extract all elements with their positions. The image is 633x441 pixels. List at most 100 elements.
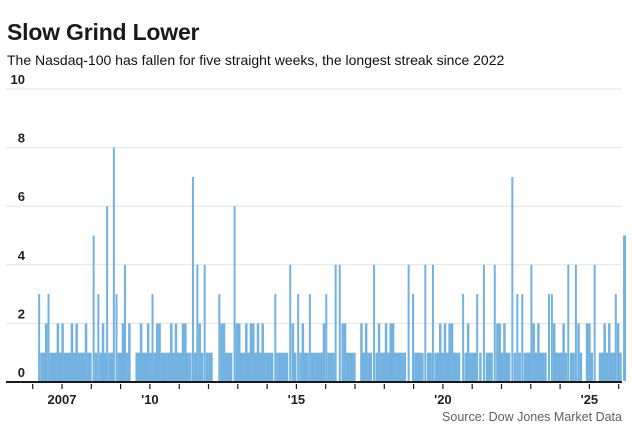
- bar: [507, 352, 511, 381]
- bar: [380, 352, 383, 381]
- bar: [516, 294, 519, 381]
- bar: [119, 352, 123, 381]
- bar: [511, 176, 514, 381]
- bar: [75, 323, 78, 381]
- bar: [455, 352, 458, 381]
- chart-subtitle: The Nasdaq-100 has fallen for five strai…: [7, 52, 505, 68]
- bar: [177, 352, 180, 381]
- bar: [579, 352, 583, 381]
- bar: [233, 206, 236, 381]
- bar: [245, 323, 248, 381]
- bar: [40, 352, 43, 381]
- bar: [418, 352, 422, 381]
- bar: [362, 352, 366, 381]
- bar: [247, 352, 250, 381]
- bar: [569, 352, 573, 381]
- bar: [170, 323, 173, 381]
- bar: [338, 264, 341, 381]
- bar: [526, 352, 529, 381]
- bar: [293, 352, 297, 381]
- bar: [369, 352, 373, 381]
- bar: [346, 352, 349, 381]
- bar: [87, 352, 90, 381]
- bar: [518, 352, 521, 381]
- bar: [167, 352, 171, 381]
- bar: [306, 352, 309, 381]
- bar: [412, 294, 415, 381]
- bar: [612, 352, 616, 381]
- y-axis-tick-label: 8: [18, 131, 25, 146]
- bar: [605, 352, 609, 381]
- bar: [261, 323, 264, 381]
- bar: [343, 323, 347, 381]
- bar: [416, 352, 419, 381]
- bar: [544, 352, 547, 381]
- bar: [189, 352, 192, 381]
- bar: [184, 323, 187, 381]
- x-axis-tick-label: '15: [288, 392, 306, 407]
- bar: [73, 352, 76, 381]
- bar: [274, 294, 277, 381]
- bar: [121, 323, 125, 381]
- bar: [220, 323, 223, 381]
- bar: [541, 352, 545, 381]
- bar: [124, 264, 126, 381]
- bar: [179, 352, 182, 381]
- bar: [301, 323, 305, 381]
- bar: [218, 294, 221, 381]
- bar: [414, 352, 417, 381]
- bar: [44, 323, 48, 381]
- bar: [299, 352, 302, 381]
- bar: [429, 352, 432, 381]
- bar: [532, 323, 535, 381]
- bar: [126, 352, 129, 381]
- bar: [367, 352, 370, 381]
- bar: [47, 294, 50, 381]
- chart-title: Slow Grind Lower: [7, 19, 200, 46]
- bar: [539, 352, 543, 381]
- bar: [115, 294, 118, 381]
- bar: [616, 323, 620, 381]
- bar: [523, 352, 527, 381]
- bar: [521, 294, 524, 381]
- bar: [210, 352, 213, 381]
- bar: [469, 352, 472, 381]
- bar: [496, 323, 499, 381]
- bar: [593, 264, 596, 381]
- bar: [165, 352, 168, 381]
- bar: [318, 352, 321, 381]
- bar: [289, 264, 292, 381]
- bar: [389, 323, 392, 381]
- bar: [283, 352, 286, 381]
- bar: [557, 352, 561, 381]
- bar: [97, 294, 100, 381]
- bar: [238, 323, 241, 381]
- bar: [466, 323, 470, 381]
- bar: [112, 147, 115, 381]
- bar: [191, 176, 194, 381]
- bar: [360, 323, 363, 381]
- bar: [297, 294, 300, 381]
- bar: [229, 352, 233, 381]
- bar: [341, 323, 344, 381]
- bar: [108, 352, 111, 381]
- bar: [464, 352, 467, 381]
- bar: [334, 264, 337, 381]
- bar: [153, 352, 157, 381]
- bar: [462, 294, 465, 381]
- bar: [377, 323, 381, 381]
- bar: [291, 323, 295, 381]
- bar: [401, 352, 404, 381]
- y-axis-tick-label: 0: [18, 365, 25, 380]
- bar: [353, 352, 356, 381]
- x-axis-tick-label: '25: [581, 392, 599, 407]
- bar: [407, 264, 410, 381]
- bar: [603, 323, 606, 381]
- bar: [256, 323, 260, 381]
- bar: [485, 352, 489, 381]
- bar: [38, 294, 41, 381]
- bar: [534, 352, 538, 381]
- bar: [364, 323, 368, 381]
